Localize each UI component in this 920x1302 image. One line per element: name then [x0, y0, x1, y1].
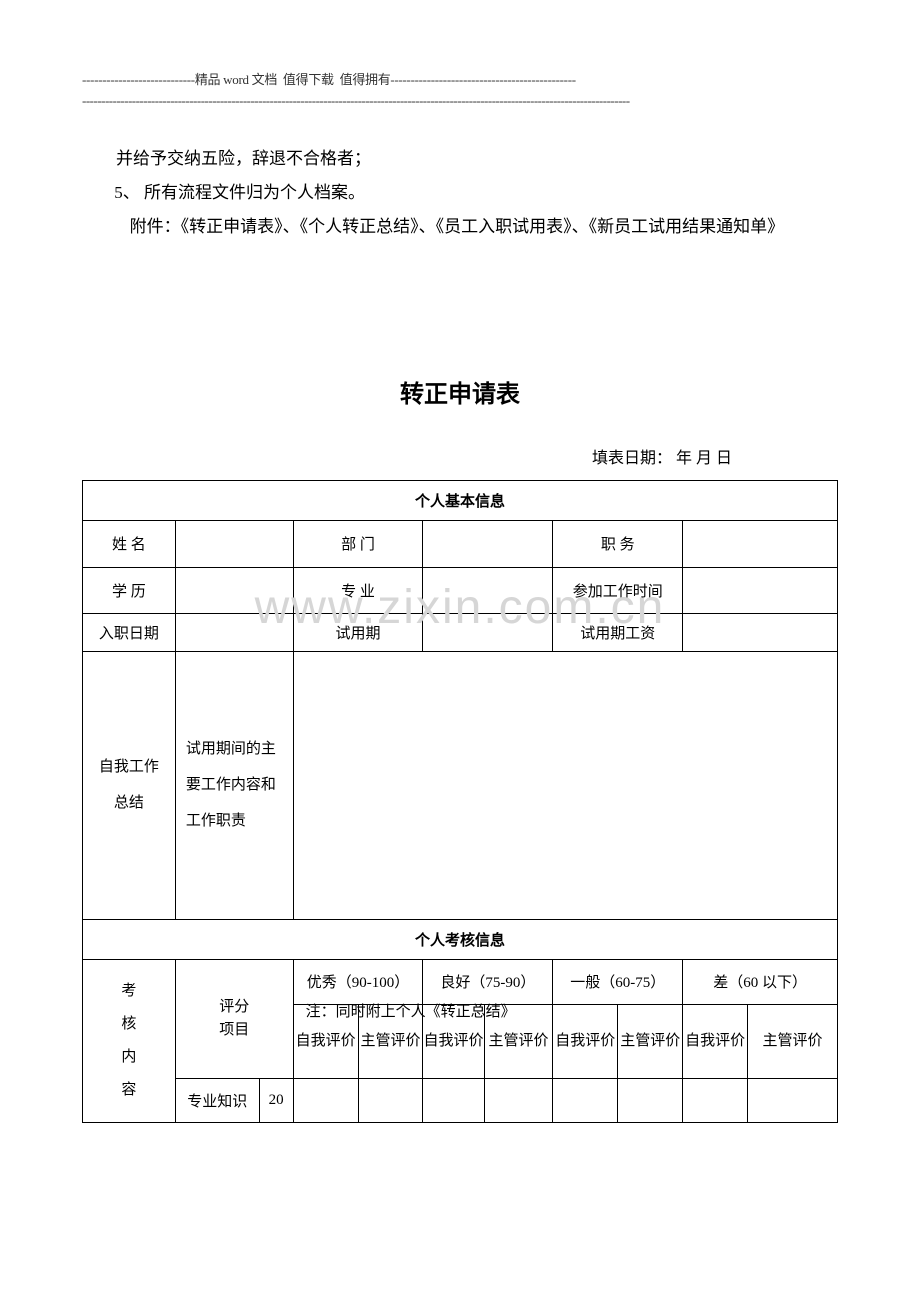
label-average: 一般（60-75）	[553, 959, 683, 1004]
self-summary-row: 自我工作 总结 试用期间的主要工作内容和工作职责 注：同时附上个人《转正总结》	[83, 651, 838, 919]
cell-mgr-2	[484, 1078, 553, 1122]
label-good: 良好（75-90）	[423, 959, 553, 1004]
body-paragraph-2: 5、 所有流程文件归为个人档案。	[91, 176, 839, 210]
value-probation-salary	[683, 613, 838, 651]
label-major: 专 业	[293, 567, 423, 613]
section-header-row-2: 个人考核信息	[83, 919, 838, 959]
label-excellent: 优秀（90-100）	[293, 959, 423, 1004]
special-knowledge-row: 专业知识 20	[83, 1078, 838, 1122]
label-name: 姓 名	[83, 520, 176, 567]
value-education	[175, 567, 293, 613]
cell-self-1	[293, 1078, 358, 1122]
document-page: ----------------------------精品 word 文档 值…	[0, 0, 920, 1123]
cell-self-2	[423, 1078, 484, 1122]
value-position	[683, 520, 838, 567]
section-assessment-info: 个人考核信息	[83, 919, 838, 959]
header-decoration-2: ----------------------------------------…	[82, 91, 838, 112]
value-worktime	[683, 567, 838, 613]
cell-mgr-4	[748, 1078, 838, 1122]
value-major	[423, 567, 553, 613]
label-poor: 差（60 以下）	[683, 959, 838, 1004]
form-date-line: 填表日期： 年 月 日	[82, 444, 838, 468]
form-title: 转正申请表	[82, 374, 838, 409]
label-worktime: 参加工作时间	[553, 567, 683, 613]
label-assessment-content: 考 核 内 容	[83, 959, 176, 1122]
note-text: 注：同时附上个人《转正总结》	[306, 1000, 825, 1021]
value-probation	[423, 613, 553, 651]
label-dept: 部 门	[293, 520, 423, 567]
label-score-item: 评分 项目	[175, 959, 293, 1078]
section-header-row-1: 个人基本信息	[83, 480, 838, 520]
label-score-20: 20	[259, 1078, 293, 1122]
label-entrydate: 入职日期	[83, 613, 176, 651]
label-self-summary: 自我工作 总结	[83, 651, 176, 919]
body-paragraph-1: 并给予交纳五险，辞退不合格者；	[82, 142, 838, 176]
body-paragraph-3: 附件：《转正申请表》、《个人转正总结》、《员工入职试用表》、《新员工试用结果通知…	[82, 210, 838, 244]
basic-info-row-2: 学 历 专 业 参加工作时间	[83, 567, 838, 613]
section-personal-info: 个人基本信息	[83, 480, 838, 520]
label-probation-salary: 试用期工资	[553, 613, 683, 651]
cell-self-4	[683, 1078, 748, 1122]
label-education: 学 历	[83, 567, 176, 613]
value-name	[175, 520, 293, 567]
label-work-content: 试用期间的主要工作内容和工作职责	[175, 651, 293, 919]
basic-info-row-1: 姓 名 部 门 职 务	[83, 520, 838, 567]
label-position: 职 务	[553, 520, 683, 567]
note-cell: 注：同时附上个人《转正总结》	[293, 651, 837, 919]
label-probation: 试用期	[293, 613, 423, 651]
assess-header-row: 考 核 内 容 评分 项目 优秀（90-100） 良好（75-90） 一般（60…	[83, 959, 838, 1004]
cell-mgr-1	[358, 1078, 423, 1122]
label-special-knowledge: 专业知识	[175, 1078, 259, 1122]
value-entrydate	[175, 613, 293, 651]
value-dept	[423, 520, 553, 567]
basic-info-row-3: 入职日期 试用期 试用期工资	[83, 613, 838, 651]
cell-mgr-3	[618, 1078, 683, 1122]
header-decoration-1: ----------------------------精品 word 文档 值…	[82, 70, 838, 91]
cell-self-3	[553, 1078, 618, 1122]
application-form-table: 个人基本信息 姓 名 部 门 职 务 学 历 专 业 参加工作时间 入职日期 试…	[82, 480, 838, 1123]
